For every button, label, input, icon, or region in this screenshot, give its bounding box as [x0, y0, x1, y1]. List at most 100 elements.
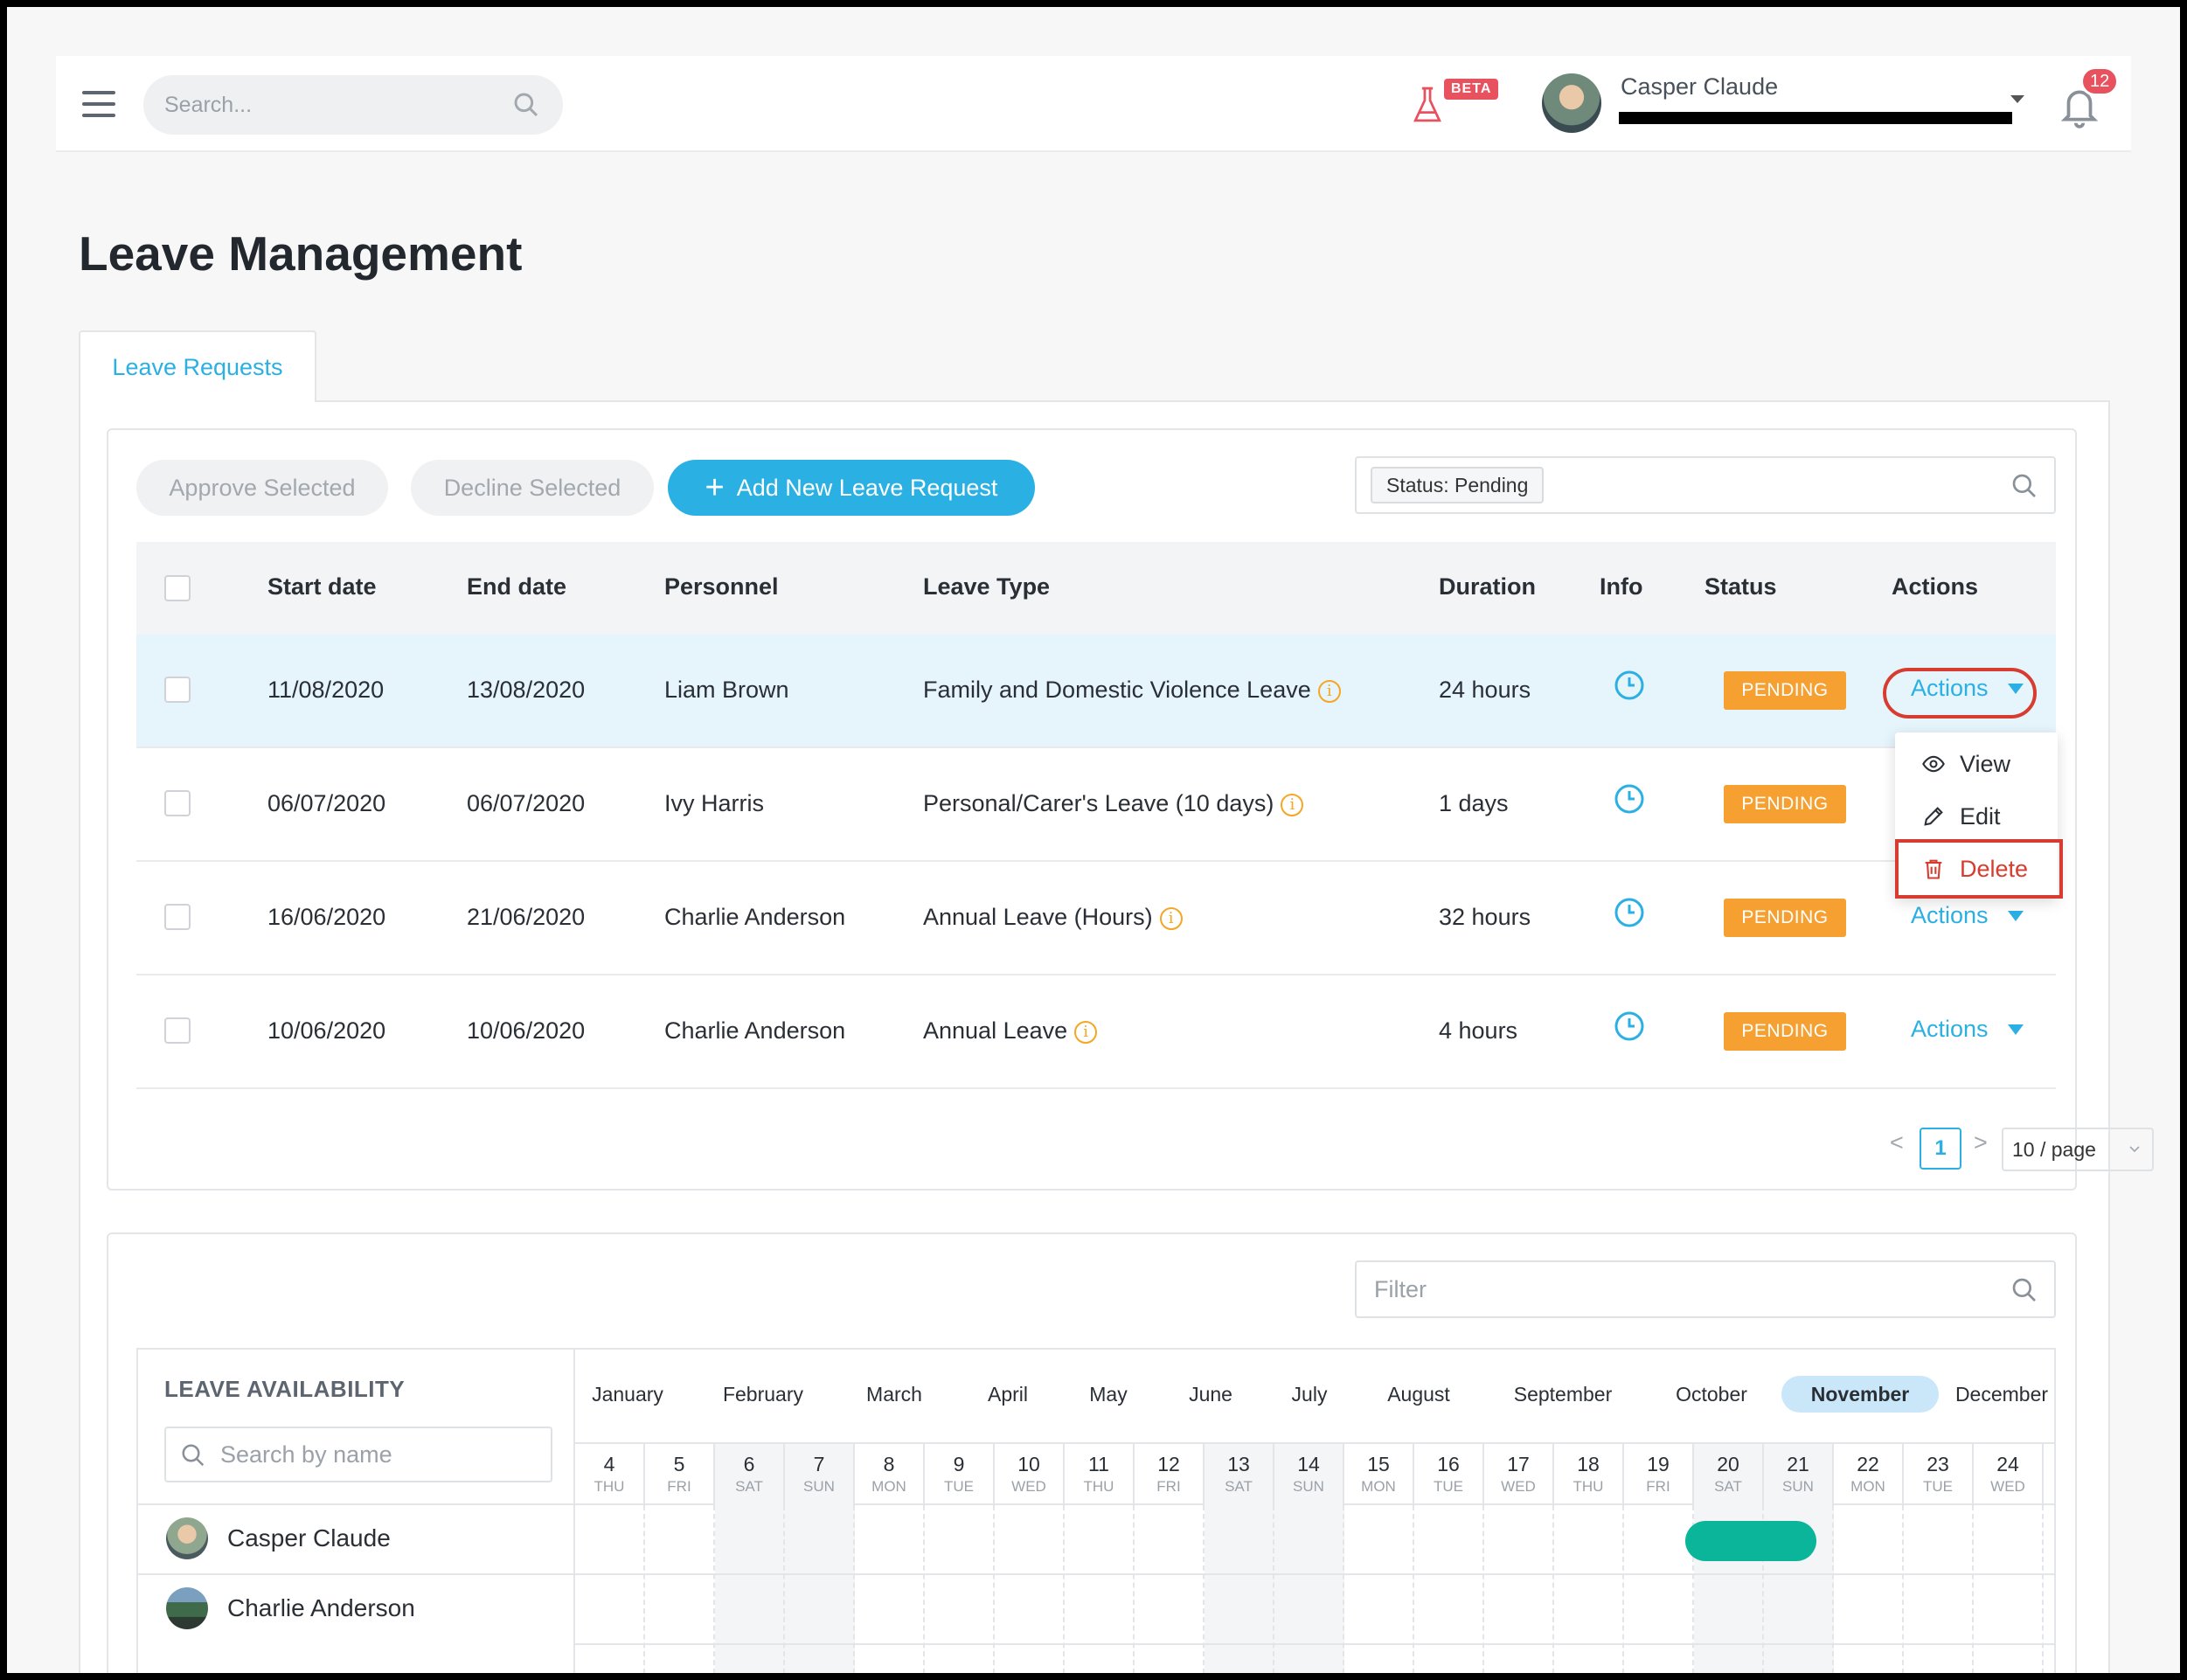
table-row[interactable]: 11/08/2020 13/08/2020 Liam Brown Family … [136, 635, 2056, 748]
row-checkbox[interactable] [164, 790, 191, 816]
plus-icon: + [705, 469, 725, 506]
personnel-name: Charlie Anderson [664, 1017, 846, 1044]
day-cell: 15 MON [1344, 1444, 1414, 1505]
leave-type-label: Annual Leave [923, 1017, 1068, 1044]
user-name[interactable]: Casper Claude [1621, 73, 1779, 100]
month-august[interactable]: August [1387, 1382, 1450, 1406]
user-menu-caret-icon[interactable] [2010, 95, 2024, 103]
grid-column [1624, 1505, 1694, 1673]
month-february[interactable]: February [722, 1382, 804, 1406]
row-checkbox[interactable] [164, 904, 191, 930]
header-duration[interactable]: Duration [1439, 573, 1536, 600]
day-weekday: FRI [1156, 1478, 1181, 1495]
availability-people-column: LEAVE AVAILABILITY Casper Claude Charlie… [138, 1350, 575, 1673]
clock-icon[interactable] [1614, 670, 1645, 701]
actions-dropdown[interactable]: Actions [1911, 902, 2024, 929]
grid-column [715, 1505, 785, 1673]
actions-label: Actions [1911, 675, 1989, 701]
grid-column [855, 1505, 925, 1673]
person-row[interactable]: Charlie Anderson [138, 1573, 575, 1642]
month-september[interactable]: September [1513, 1382, 1613, 1406]
search-icon[interactable] [2010, 1276, 2038, 1304]
actions-dropdown[interactable]: Actions [1911, 675, 2024, 702]
month-april[interactable]: April [987, 1382, 1028, 1406]
table-header: Start date End date Personnel Leave Type… [136, 542, 2056, 635]
global-search-input[interactable] [143, 75, 563, 135]
day-cell: 21 SUN [1764, 1444, 1834, 1505]
day-cell: 19 FRI [1624, 1444, 1694, 1505]
menu-item-view[interactable]: View [1895, 738, 2058, 790]
search-icon[interactable] [512, 91, 540, 119]
page-size-select[interactable]: 10 / page [2002, 1128, 2154, 1171]
start-date: 06/07/2020 [267, 790, 386, 816]
month-october[interactable]: October [1676, 1382, 1747, 1406]
end-date: 06/07/2020 [467, 790, 586, 816]
clock-icon[interactable] [1614, 1010, 1645, 1042]
month-march[interactable]: March [866, 1382, 922, 1406]
info-circle-icon[interactable]: i [1074, 1021, 1098, 1044]
hamburger-menu-icon[interactable] [82, 91, 115, 117]
leave-type: Family and Domestic Violence Leave i [923, 677, 1341, 704]
add-leave-request-button[interactable]: + Add New Leave Request [668, 460, 1035, 516]
row-checkbox[interactable] [164, 677, 191, 703]
leave-bar[interactable] [1685, 1521, 1816, 1561]
month-january[interactable]: January [592, 1382, 663, 1406]
person-name: Casper Claude [227, 1524, 391, 1552]
grid-column [575, 1505, 645, 1673]
table-row[interactable]: 16/06/2020 21/06/2020 Charlie Anderson A… [136, 862, 2056, 975]
header-start-date[interactable]: Start date [267, 573, 377, 600]
header-status[interactable]: Status [1704, 573, 1777, 600]
row-checkbox[interactable] [164, 1017, 191, 1044]
pagination-next[interactable]: > [1974, 1129, 1988, 1156]
status-filter-tag[interactable]: Status: Pending [1371, 467, 1545, 503]
caret-down-icon [2007, 1024, 2024, 1035]
leave-requests-card: Approve Selected Decline Selected + Add … [107, 428, 2154, 1191]
month-june[interactable]: June [1189, 1382, 1232, 1406]
day-number: 6 [743, 1453, 755, 1475]
tab-leave-requests[interactable]: Leave Requests [79, 330, 316, 402]
pagination-current-page[interactable]: 1 [1920, 1128, 1961, 1170]
info-circle-icon[interactable]: i [1317, 680, 1341, 703]
table-row[interactable]: 10/06/2020 10/06/2020 Charlie Anderson A… [136, 975, 2056, 1089]
header-personnel[interactable]: Personnel [664, 573, 779, 600]
end-date: 21/06/2020 [467, 904, 586, 930]
header-end-date[interactable]: End date [467, 573, 567, 600]
person-row[interactable]: Casper Claude [138, 1503, 575, 1572]
grid-column [1484, 1505, 1554, 1673]
table-row[interactable]: 06/07/2020 06/07/2020 Ivy Harris Persona… [136, 748, 2056, 862]
status-filter-input[interactable]: Status: Pending [1355, 456, 2056, 514]
status-badge: PENDING [1724, 785, 1846, 823]
clock-icon[interactable] [1614, 897, 1645, 928]
beta-labs-button[interactable]: BETA [1411, 79, 1499, 131]
user-avatar[interactable] [1542, 73, 1601, 133]
month-july[interactable]: July [1291, 1382, 1328, 1406]
day-cell: 4 THU [575, 1444, 645, 1505]
month-december[interactable]: December [1954, 1382, 2049, 1406]
bell-icon[interactable] [2058, 82, 2101, 131]
header-leave-type[interactable]: Leave Type [923, 573, 1051, 600]
select-all-checkbox[interactable] [164, 575, 191, 601]
pagination-prev[interactable]: < [1890, 1129, 1904, 1156]
search-icon [182, 1444, 205, 1467]
menu-item-delete[interactable]: Delete [1895, 843, 2058, 895]
day-number: 21 [1787, 1453, 1809, 1475]
start-date: 11/08/2020 [267, 677, 385, 703]
search-icon[interactable] [2010, 472, 2038, 500]
availability-filter-input[interactable] [1355, 1260, 2056, 1318]
app-frame: BETA Casper Claude 12 Leave Management L… [7, 7, 2180, 1673]
month-may[interactable]: May [1089, 1382, 1128, 1406]
actions-dropdown[interactable]: Actions [1911, 1016, 2024, 1043]
actions-label: Actions [1911, 1016, 1989, 1042]
approve-selected-button[interactable]: Approve Selected [136, 460, 388, 516]
info-circle-icon[interactable]: i [1159, 907, 1183, 930]
clock-icon[interactable] [1614, 783, 1645, 815]
info-circle-icon[interactable]: i [1281, 794, 1304, 816]
decline-selected-button[interactable]: Decline Selected [411, 460, 654, 516]
end-date: 10/06/2020 [467, 1017, 586, 1044]
month-november[interactable]: November [1781, 1376, 1939, 1413]
day-cell: 8 MON [855, 1444, 925, 1505]
eye-icon [1922, 755, 1945, 773]
search-by-name-input[interactable] [164, 1427, 552, 1482]
personnel-name: Charlie Anderson [664, 904, 846, 930]
menu-item-edit[interactable]: Edit [1895, 790, 2058, 843]
